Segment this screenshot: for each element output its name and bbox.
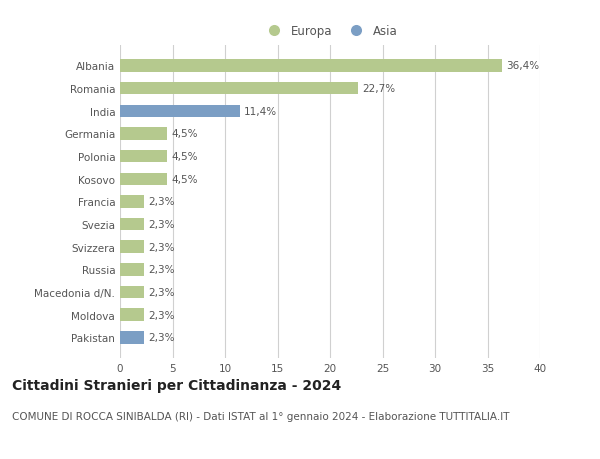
Text: 4,5%: 4,5%: [172, 129, 198, 139]
Text: 4,5%: 4,5%: [172, 174, 198, 185]
Bar: [120, 60, 502, 73]
Bar: [120, 83, 358, 95]
Text: 4,5%: 4,5%: [172, 152, 198, 162]
Text: 2,3%: 2,3%: [148, 219, 175, 230]
Bar: [120, 286, 144, 299]
Bar: [120, 331, 144, 344]
Text: 2,3%: 2,3%: [148, 197, 175, 207]
Legend: Europa, Asia: Europa, Asia: [258, 21, 402, 43]
Bar: [120, 241, 144, 253]
Text: 2,3%: 2,3%: [148, 333, 175, 342]
Text: 22,7%: 22,7%: [362, 84, 395, 94]
Bar: [120, 173, 167, 185]
Bar: [120, 218, 144, 231]
Text: 11,4%: 11,4%: [244, 106, 277, 117]
Text: COMUNE DI ROCCA SINIBALDA (RI) - Dati ISTAT al 1° gennaio 2024 - Elaborazione TU: COMUNE DI ROCCA SINIBALDA (RI) - Dati IS…: [12, 411, 509, 421]
Bar: [120, 128, 167, 140]
Text: Cittadini Stranieri per Cittadinanza - 2024: Cittadini Stranieri per Cittadinanza - 2…: [12, 379, 341, 392]
Bar: [120, 263, 144, 276]
Bar: [120, 151, 167, 163]
Text: 2,3%: 2,3%: [148, 265, 175, 275]
Text: 36,4%: 36,4%: [506, 62, 539, 71]
Bar: [120, 309, 144, 321]
Text: 2,3%: 2,3%: [148, 287, 175, 297]
Bar: [120, 196, 144, 208]
Text: 2,3%: 2,3%: [148, 242, 175, 252]
Text: 2,3%: 2,3%: [148, 310, 175, 320]
Bar: [120, 105, 240, 118]
